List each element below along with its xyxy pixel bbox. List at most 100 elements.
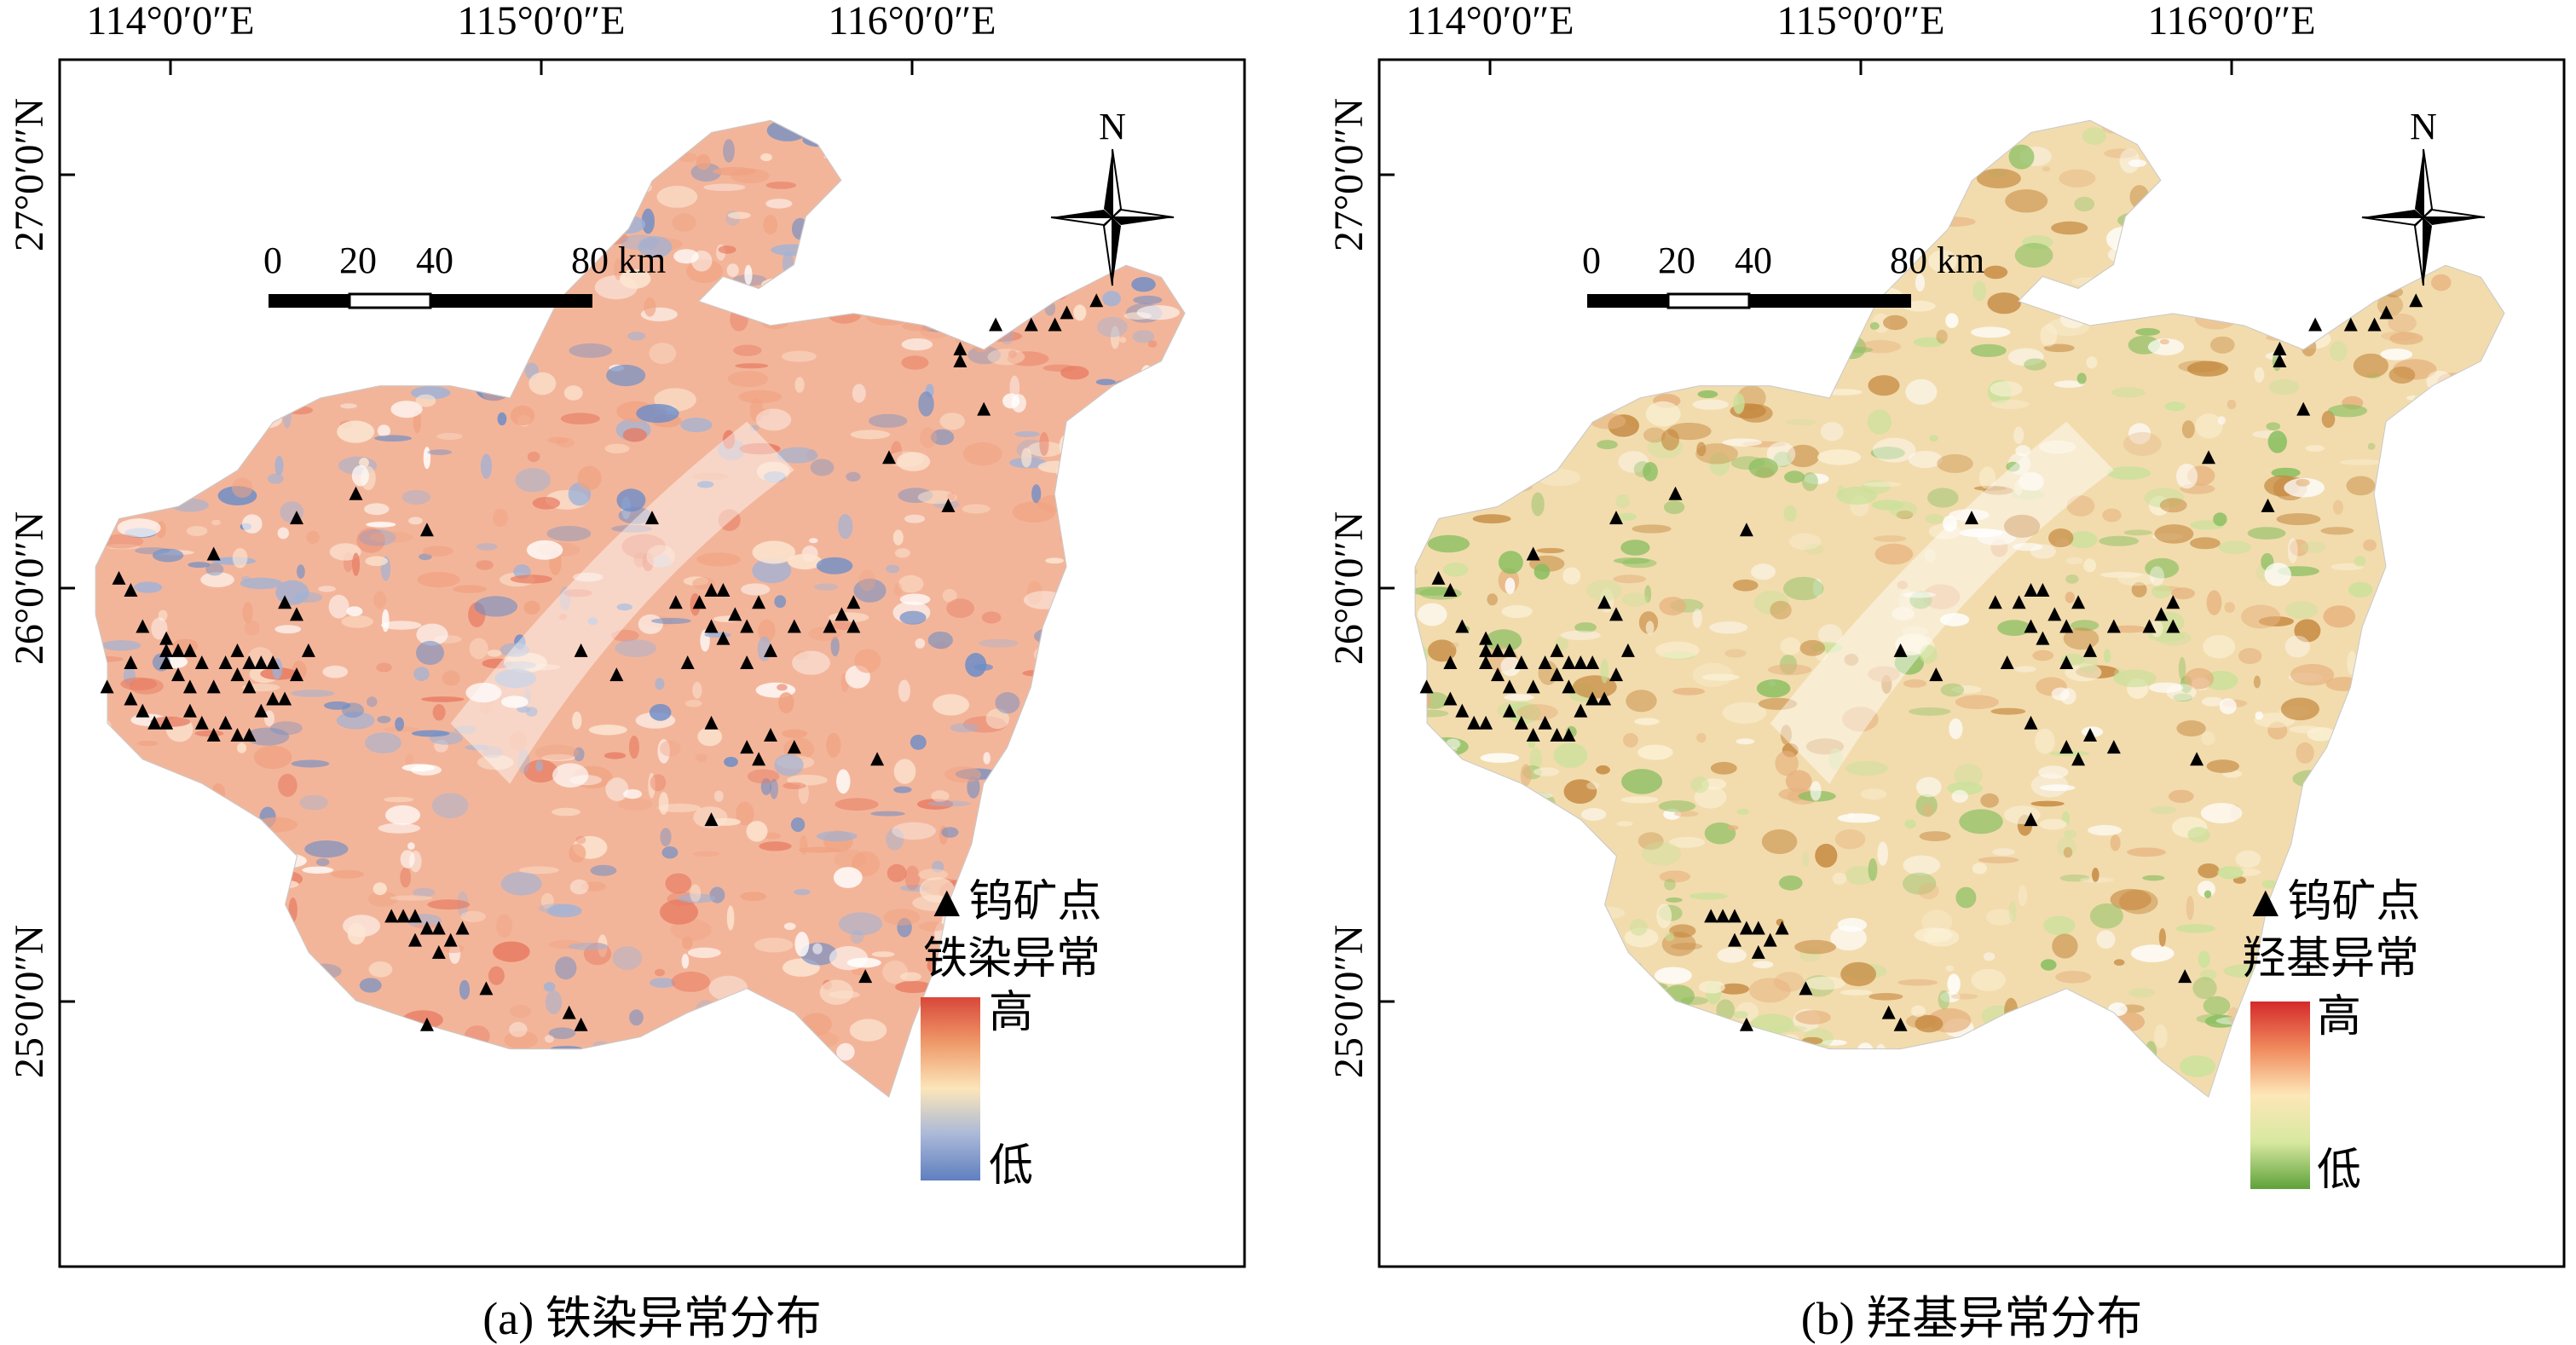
mine-point <box>2343 317 2358 332</box>
anomaly-patch <box>322 665 349 678</box>
anomaly-patch <box>535 760 543 772</box>
anomaly-patch <box>1799 639 1826 656</box>
anomaly-patch <box>2013 426 2024 444</box>
anomaly-patch <box>253 745 292 770</box>
anomaly-patch <box>400 867 412 888</box>
anomaly-patch <box>1805 976 1846 990</box>
anomaly-patch <box>2128 988 2156 998</box>
anomaly-patch <box>1955 886 1977 909</box>
anomaly-patch <box>1801 472 1818 492</box>
anomaly-patch <box>528 372 557 395</box>
mine-point <box>704 583 719 597</box>
anomaly-patch <box>367 891 398 907</box>
anomaly-patch <box>981 611 1002 624</box>
anomaly-patch <box>1903 300 1936 312</box>
anomaly-patch <box>760 153 772 162</box>
anomaly-patch <box>700 629 710 652</box>
anomaly-patch <box>1758 697 1798 710</box>
anomaly-patch <box>1727 825 1739 831</box>
anomaly-patch <box>738 390 783 404</box>
anomaly-patch <box>2388 367 2416 384</box>
anomaly-patch <box>1916 776 1942 798</box>
anomaly-patch <box>723 139 735 163</box>
anomaly-patch <box>2284 635 2310 658</box>
anomaly-patch <box>849 1019 887 1042</box>
anomaly-patch <box>1817 624 1843 645</box>
anomaly-patch <box>496 914 513 938</box>
anomaly-patch <box>819 979 853 1005</box>
anomaly-patch <box>1903 872 1937 895</box>
anomaly-patch <box>1945 313 1959 329</box>
anomaly-patch <box>894 548 910 558</box>
anomaly-patch <box>188 562 211 569</box>
anomaly-patch <box>2173 693 2193 701</box>
anomaly-patch <box>1940 991 1961 1002</box>
anomaly-patch <box>620 234 659 251</box>
lon-label: 116°0′0″E <box>828 0 996 43</box>
mine-point <box>740 740 754 754</box>
mine-point <box>455 921 470 935</box>
mine-point <box>704 812 719 827</box>
anomaly-patch <box>763 214 778 235</box>
anomaly-patch <box>918 391 934 417</box>
anomaly-patch <box>2159 498 2187 513</box>
anomaly-patch <box>2006 461 2020 472</box>
anomaly-patch <box>2015 445 2031 457</box>
anomaly-patch <box>547 436 569 444</box>
anomaly-patch <box>1710 761 1737 775</box>
anomaly-patch <box>500 643 530 657</box>
anomaly-patch <box>588 724 627 736</box>
anomaly-patch <box>546 525 592 542</box>
anomaly-patch <box>2082 127 2107 146</box>
anomaly-patch <box>1915 274 1925 292</box>
mine-point <box>1502 703 1516 718</box>
anomaly-patch <box>2254 367 2265 383</box>
anomaly-patch <box>621 534 666 559</box>
anomaly-patch <box>749 424 760 431</box>
anomaly-patch <box>2014 479 2023 495</box>
anomaly-patch <box>1970 343 2007 357</box>
anomaly-patch <box>2203 635 2236 659</box>
mine-point <box>1514 715 1528 730</box>
scale-label: 40 <box>416 240 453 281</box>
anomaly-patch <box>2041 959 2057 971</box>
anomaly-patch <box>2088 824 2123 836</box>
mine-point <box>609 667 624 682</box>
mine-point <box>1562 727 1576 742</box>
anomaly-patch <box>2203 996 2231 1016</box>
anomaly-patch <box>2076 372 2087 384</box>
anomaly-patch <box>783 782 806 789</box>
anomaly-patch <box>1487 593 1498 606</box>
anomaly-patch <box>415 394 436 407</box>
anomaly-patch <box>150 716 191 727</box>
anomaly-patch <box>746 821 768 842</box>
anomaly-patch <box>962 504 991 514</box>
anomaly-patch <box>1877 841 1888 866</box>
anomaly-patch <box>727 371 769 388</box>
anomaly-patch <box>1897 978 1938 986</box>
anomaly-patch <box>1992 848 2015 856</box>
anomaly-patch <box>713 167 757 176</box>
anomaly-patch <box>726 263 739 277</box>
anomaly-patch <box>1450 642 1459 648</box>
anomaly-patch <box>690 884 702 903</box>
anomaly-patch <box>1955 695 1999 709</box>
mine-point <box>396 909 411 923</box>
anomaly-patch <box>1903 855 1941 875</box>
anomaly-patch <box>1954 764 1984 787</box>
anomaly-patch <box>2074 196 2095 212</box>
anomaly-patch <box>1560 630 1601 641</box>
anomaly-patch <box>1531 492 1545 517</box>
anomaly-patch <box>465 683 502 703</box>
mine-point <box>1739 522 1753 537</box>
anomaly-patch <box>1753 961 1774 969</box>
anomaly-patch <box>2071 620 2099 632</box>
anomaly-patch <box>2305 445 2325 452</box>
mine-point <box>1443 655 1458 669</box>
anomaly-patch <box>497 412 507 426</box>
mine-point <box>147 715 162 730</box>
anomaly-patch <box>1701 673 1740 681</box>
anomaly-patch <box>774 595 787 609</box>
mine-point <box>1502 643 1516 657</box>
anomaly-patch <box>510 405 535 426</box>
